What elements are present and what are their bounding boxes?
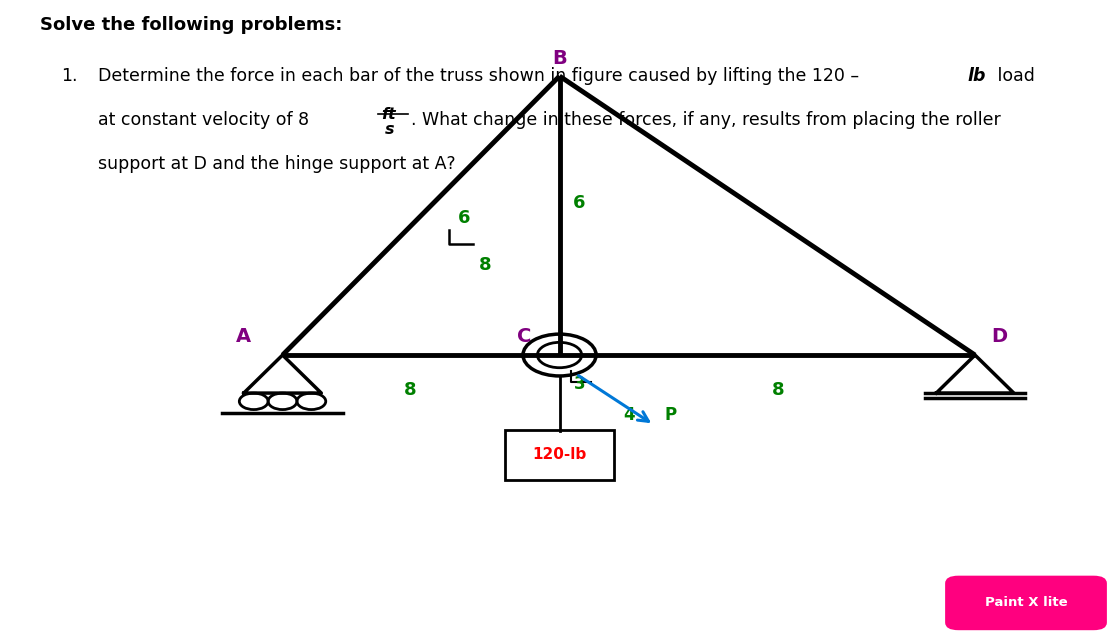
Text: 6: 6: [573, 194, 585, 212]
Text: . What change in these forces, if any, results from placing the roller: . What change in these forces, if any, r…: [411, 111, 1001, 129]
Text: Solve the following problems:: Solve the following problems:: [40, 16, 342, 34]
FancyBboxPatch shape: [505, 430, 614, 480]
Text: D: D: [992, 327, 1008, 346]
Text: at constant velocity of 8: at constant velocity of 8: [98, 111, 315, 129]
Text: B: B: [552, 49, 567, 68]
Text: s: s: [384, 122, 394, 137]
Text: 4: 4: [624, 406, 635, 424]
Text: 3: 3: [574, 375, 585, 392]
Text: 8: 8: [403, 381, 417, 399]
Text: 8: 8: [479, 256, 491, 273]
Text: lb: lb: [967, 67, 986, 84]
Text: A: A: [236, 327, 252, 346]
Text: Determine the force in each bar of the truss shown in figure caused by lifting t: Determine the force in each bar of the t…: [98, 67, 864, 84]
Text: 6: 6: [458, 209, 470, 227]
Text: ft: ft: [381, 107, 396, 122]
Text: 1.: 1.: [61, 67, 78, 84]
Text: 120-lb: 120-lb: [533, 448, 586, 462]
Text: 8: 8: [772, 381, 784, 399]
Text: P: P: [665, 406, 677, 424]
Text: Paint X lite: Paint X lite: [985, 597, 1067, 609]
Text: load: load: [992, 67, 1035, 84]
FancyBboxPatch shape: [945, 576, 1107, 630]
Text: support at D and the hinge support at A?: support at D and the hinge support at A?: [98, 155, 455, 173]
Text: C: C: [517, 327, 532, 346]
